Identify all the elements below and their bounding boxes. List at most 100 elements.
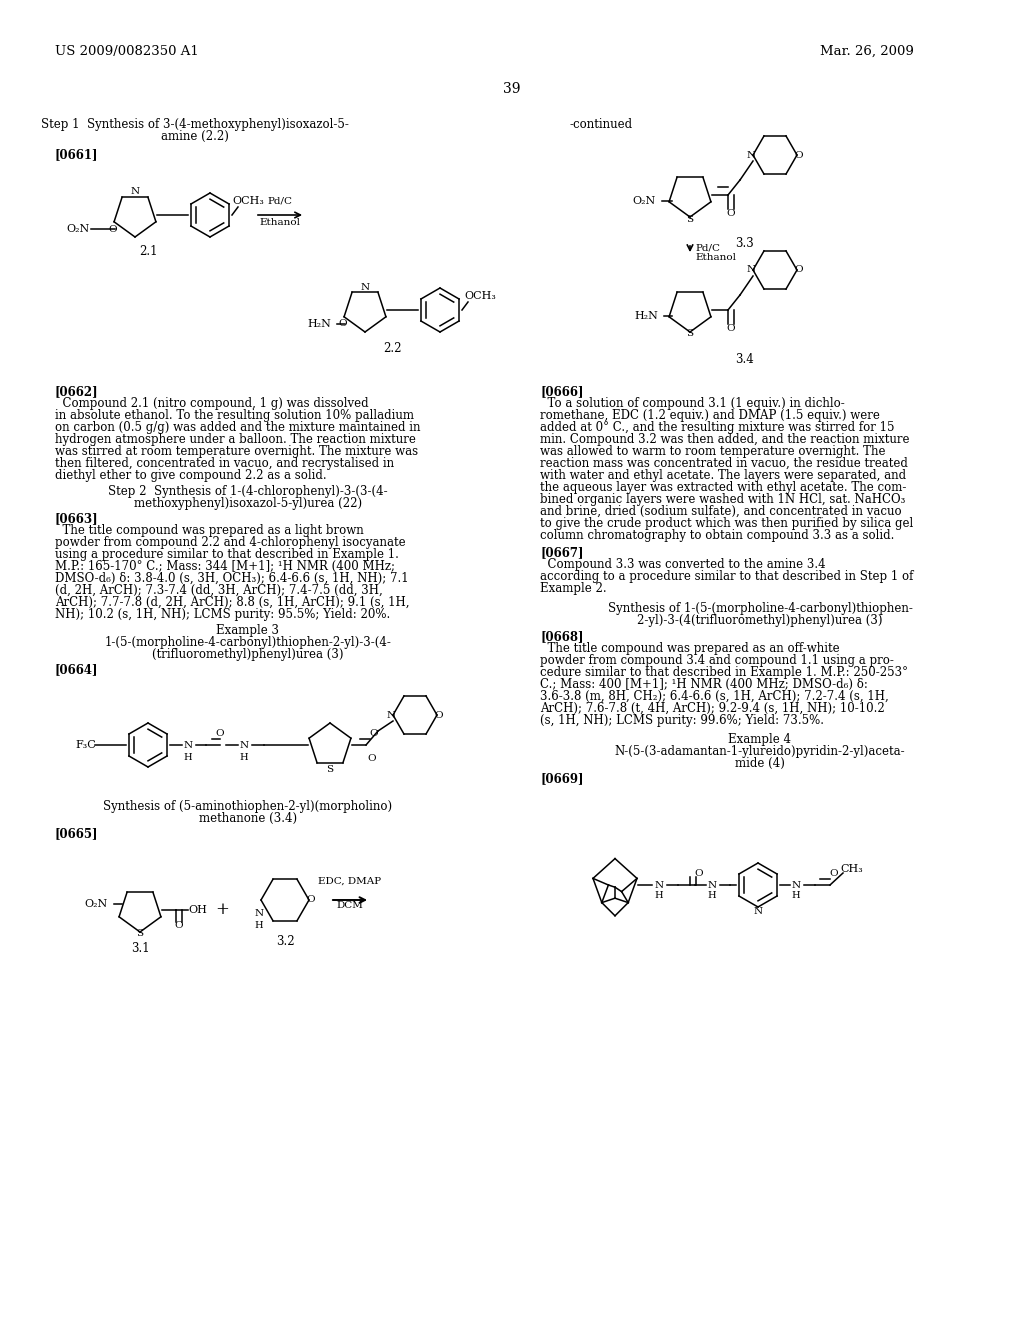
Text: H₂N: H₂N — [634, 312, 658, 321]
Text: O: O — [694, 870, 703, 879]
Text: with water and ethyl acetate. The layers were separated, and: with water and ethyl acetate. The layers… — [540, 469, 906, 482]
Text: was stirred at room temperature overnight. The mixture was: was stirred at room temperature overnigh… — [55, 445, 418, 458]
Text: [0664]: [0664] — [55, 663, 98, 676]
Text: Compound 2.1 (nitro compound, 1 g) was dissolved: Compound 2.1 (nitro compound, 1 g) was d… — [55, 397, 369, 411]
Text: EDC, DMAP: EDC, DMAP — [318, 876, 382, 886]
Text: powder from compound 2.2 and 4-chlorophenyl isocyanate: powder from compound 2.2 and 4-chlorophe… — [55, 536, 406, 549]
Text: CH₃: CH₃ — [841, 865, 863, 874]
Text: O: O — [795, 265, 803, 275]
Text: F₃C: F₃C — [75, 741, 96, 750]
Text: Pd/C: Pd/C — [695, 243, 720, 252]
Text: N: N — [360, 282, 370, 292]
Text: ArCH); 7.6-7.8 (t, 4H, ArCH); 9.2-9.4 (s, 1H, NH); 10-10.2: ArCH); 7.6-7.8 (t, 4H, ArCH); 9.2-9.4 (s… — [540, 702, 885, 715]
Text: O: O — [368, 755, 376, 763]
Text: Example 3: Example 3 — [216, 624, 280, 638]
Text: To a solution of compound 3.1 (1 equiv.) in dichlo-: To a solution of compound 3.1 (1 equiv.)… — [540, 397, 845, 411]
Text: S: S — [327, 766, 334, 775]
Text: 39: 39 — [503, 82, 521, 96]
Text: OCH₃: OCH₃ — [232, 195, 264, 206]
Text: +: + — [215, 902, 229, 919]
Text: according to a procedure similar to that described in Step 1 of: according to a procedure similar to that… — [540, 570, 913, 583]
Text: The title compound was prepared as a light brown: The title compound was prepared as a lig… — [55, 524, 364, 537]
Text: 3.4: 3.4 — [735, 352, 755, 366]
Text: O: O — [306, 895, 315, 904]
Text: O: O — [370, 729, 378, 738]
Text: 3.6-3.8 (m, 8H, CH₂); 6.4-6.6 (s, 1H, ArCH); 7.2-7.4 (s, 1H,: 3.6-3.8 (m, 8H, CH₂); 6.4-6.6 (s, 1H, Ar… — [540, 690, 889, 704]
Text: (trifluoromethyl)phenyl)urea (3): (trifluoromethyl)phenyl)urea (3) — [153, 648, 344, 661]
Text: OCH₃: OCH₃ — [464, 290, 496, 301]
Text: S: S — [136, 929, 143, 939]
Text: romethane, EDC (1.2 equiv.) and DMAP (1.5 equiv.) were: romethane, EDC (1.2 equiv.) and DMAP (1.… — [540, 409, 880, 422]
Text: O: O — [434, 710, 443, 719]
Text: The title compound was prepared as an off-white: The title compound was prepared as an of… — [540, 642, 840, 655]
Text: O: O — [339, 319, 347, 329]
Text: DCM: DCM — [337, 902, 364, 909]
Text: OH: OH — [188, 906, 208, 915]
Text: O₂N: O₂N — [67, 224, 90, 234]
Text: N: N — [654, 880, 664, 890]
Text: N: N — [130, 187, 139, 197]
Text: reaction mass was concentrated in vacuo, the residue treated: reaction mass was concentrated in vacuo,… — [540, 457, 908, 470]
Text: [0665]: [0665] — [55, 828, 98, 840]
Text: Pd/C: Pd/C — [267, 195, 293, 205]
Text: Ethanol: Ethanol — [695, 252, 736, 261]
Text: 3.3: 3.3 — [735, 238, 755, 249]
Text: [0663]: [0663] — [55, 512, 98, 525]
Text: N: N — [746, 150, 756, 160]
Text: O₂N: O₂N — [633, 195, 655, 206]
Text: then filtered, concentrated in vacuo, and recrystalised in: then filtered, concentrated in vacuo, an… — [55, 457, 394, 470]
Text: S: S — [686, 330, 693, 338]
Text: [0669]: [0669] — [540, 772, 584, 785]
Text: Mar. 26, 2009: Mar. 26, 2009 — [820, 45, 913, 58]
Text: Step 2  Synthesis of 1-(4-chlorophenyl)-3-(3-(4-: Step 2 Synthesis of 1-(4-chlorophenyl)-3… — [109, 484, 388, 498]
Text: DMSO-d₆) δ: 3.8-4.0 (s, 3H, OCH₃); 6.4-6.6 (s, 1H, NH); 7.1: DMSO-d₆) δ: 3.8-4.0 (s, 3H, OCH₃); 6.4-6… — [55, 572, 409, 585]
Text: C.; Mass: 400 [M+1]; ¹H NMR (400 MHz; DMSO-d₆) δ:: C.; Mass: 400 [M+1]; ¹H NMR (400 MHz; DM… — [540, 678, 868, 690]
Text: diethyl ether to give compound 2.2 as a solid.: diethyl ether to give compound 2.2 as a … — [55, 469, 327, 482]
Text: 1-(5-(morpholine-4-carbonyl)thiophen-2-yl)-3-(4-: 1-(5-(morpholine-4-carbonyl)thiophen-2-y… — [104, 636, 391, 649]
Text: amine (2.2): amine (2.2) — [161, 129, 229, 143]
Text: using a procedure similar to that described in Example 1.: using a procedure similar to that descri… — [55, 548, 399, 561]
Text: and brine, dried (sodium sulfate), and concentrated in vacuo: and brine, dried (sodium sulfate), and c… — [540, 506, 901, 517]
Text: methanone (3.4): methanone (3.4) — [199, 812, 297, 825]
Text: Ethanol: Ethanol — [259, 218, 300, 227]
Text: on carbon (0.5 g/g) was added and the mixture maintained in: on carbon (0.5 g/g) was added and the mi… — [55, 421, 421, 434]
Text: [0666]: [0666] — [540, 385, 584, 399]
Text: US 2009/0082350 A1: US 2009/0082350 A1 — [55, 45, 199, 58]
Text: H: H — [654, 891, 664, 900]
Text: the aqueous layer was extracted with ethyl acetate. The com-: the aqueous layer was extracted with eth… — [540, 480, 906, 494]
Text: mide (4): mide (4) — [735, 756, 785, 770]
Text: O: O — [829, 869, 839, 878]
Text: Example 2.: Example 2. — [540, 582, 606, 595]
Text: O: O — [795, 150, 803, 160]
Text: [0668]: [0668] — [540, 630, 584, 643]
Text: H: H — [708, 891, 717, 900]
Text: [0662]: [0662] — [55, 385, 98, 399]
Text: 2.2: 2.2 — [383, 342, 401, 355]
Text: N: N — [240, 741, 249, 750]
Text: N: N — [746, 265, 756, 275]
Text: H: H — [183, 752, 193, 762]
Text: methoxyphenyl)isoxazol-5-yl)urea (22): methoxyphenyl)isoxazol-5-yl)urea (22) — [134, 498, 362, 510]
Text: H: H — [240, 752, 248, 762]
Text: O: O — [727, 323, 735, 333]
Text: H₂N: H₂N — [307, 319, 331, 329]
Text: Step 1  Synthesis of 3-(4-methoxyphenyl)isoxazol-5-: Step 1 Synthesis of 3-(4-methoxyphenyl)i… — [41, 117, 349, 131]
Text: NH); 10.2 (s, 1H, NH); LCMS purity: 95.5%; Yield: 20%.: NH); 10.2 (s, 1H, NH); LCMS purity: 95.5… — [55, 609, 390, 620]
Text: N: N — [183, 741, 193, 750]
Text: H: H — [792, 891, 801, 900]
Text: ArCH); 7.7-7.8 (d, 2H, ArCH); 8.8 (s, 1H, ArCH); 9.1 (s, 1H,: ArCH); 7.7-7.8 (d, 2H, ArCH); 8.8 (s, 1H… — [55, 597, 410, 609]
Text: -continued: -continued — [570, 117, 633, 131]
Text: O: O — [109, 224, 118, 234]
Text: 2.1: 2.1 — [138, 246, 158, 257]
Text: O₂N: O₂N — [84, 899, 108, 909]
Text: O: O — [216, 729, 224, 738]
Text: N: N — [792, 880, 801, 890]
Text: S: S — [686, 214, 693, 223]
Text: [0661]: [0661] — [55, 148, 98, 161]
Text: N: N — [254, 909, 263, 919]
Text: N-(5-(3-adamantan-1-ylureido)pyridin-2-yl)aceta-: N-(5-(3-adamantan-1-ylureido)pyridin-2-y… — [614, 744, 905, 758]
Text: in absolute ethanol. To the resulting solution 10% palladium: in absolute ethanol. To the resulting so… — [55, 409, 414, 422]
Text: column chromatography to obtain compound 3.3 as a solid.: column chromatography to obtain compound… — [540, 529, 894, 543]
Text: H: H — [255, 921, 263, 931]
Text: O: O — [175, 921, 183, 931]
